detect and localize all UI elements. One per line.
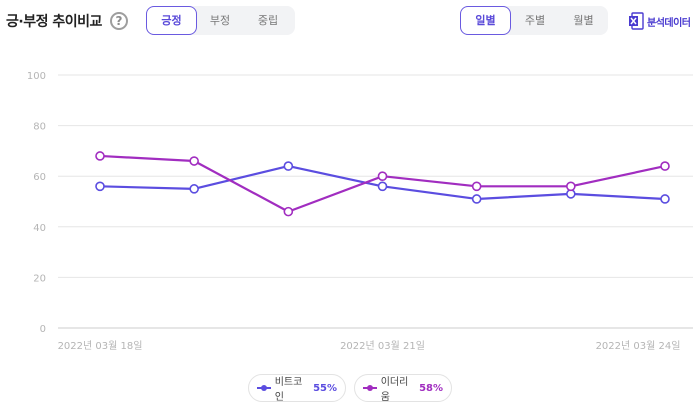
y-tick-label: 40 xyxy=(33,223,46,234)
legend-item-series1[interactable]: 비트코인 55% xyxy=(248,374,346,403)
excel-icon xyxy=(629,12,644,30)
data-point-series2 xyxy=(566,181,576,192)
help-icon[interactable]: ? xyxy=(110,12,128,30)
data-point-series2 xyxy=(377,171,388,181)
data-point-series2 xyxy=(660,161,670,171)
sentiment-toggle: 긍정 부정 중립 xyxy=(146,6,295,35)
data-point-series1 xyxy=(377,181,388,192)
y-tick-label: 100 xyxy=(27,71,46,82)
data-point-series1 xyxy=(471,194,482,204)
y-tick-label: 60 xyxy=(33,172,46,183)
data-point-series2 xyxy=(95,151,105,161)
legend-item-series2[interactable]: 이더리움 58% xyxy=(354,374,452,403)
tab-weekly[interactable]: 주별 xyxy=(524,14,546,27)
data-point-series1 xyxy=(660,194,670,204)
legend-label-series1: 비트코인 xyxy=(274,377,303,403)
tab-daily[interactable]: 일별 xyxy=(460,6,511,35)
legend-marker-series1 xyxy=(257,384,271,392)
period-toggle: 일별 주별 월별 xyxy=(460,6,608,35)
y-axis-ticks: 0 20 40 60 80 100 xyxy=(27,71,46,335)
tab-monthly[interactable]: 월별 xyxy=(573,14,594,27)
x-axis-ticks: 2022년 03월 18일 2022년 03월 21일 2022년 03월 24일 xyxy=(58,340,681,352)
x-tick-label: 2022년 03월 18일 xyxy=(58,340,143,352)
legend-label-series2: 이더리움 xyxy=(380,377,409,403)
x-tick-label: 2022년 03월 21일 xyxy=(340,340,425,352)
chart-header: 긍·부정 추이비교 ? 긍정 부정 중립 일별 주별 월별 분석데이터 xyxy=(0,0,700,42)
export-data-button[interactable]: 분석데이터 xyxy=(628,11,691,31)
y-tick-label: 20 xyxy=(33,273,46,284)
data-point-series2 xyxy=(283,206,294,217)
export-data-label: 분석데이터 xyxy=(647,17,691,29)
data-point-series1 xyxy=(189,184,199,194)
data-point-series2 xyxy=(189,156,199,166)
legend-pct-series1: 55% xyxy=(313,382,337,394)
page-title: 긍·부정 추이비교 xyxy=(6,14,102,30)
x-tick-label: 2022년 03월 24일 xyxy=(596,340,681,352)
y-tick-label: 80 xyxy=(33,122,46,133)
data-point-series1 xyxy=(283,161,294,171)
data-point-series1 xyxy=(95,181,105,192)
legend-marker-series2 xyxy=(363,384,377,392)
y-tick-label: 0 xyxy=(40,324,46,335)
tab-negative[interactable]: 부정 xyxy=(209,14,231,27)
data-point-series2 xyxy=(471,181,482,192)
series-points xyxy=(95,151,670,217)
tab-positive[interactable]: 긍정 xyxy=(146,6,197,35)
legend-pct-series2: 58% xyxy=(419,382,443,394)
tab-neutral[interactable]: 중립 xyxy=(257,14,279,27)
chart-grid xyxy=(58,74,693,329)
